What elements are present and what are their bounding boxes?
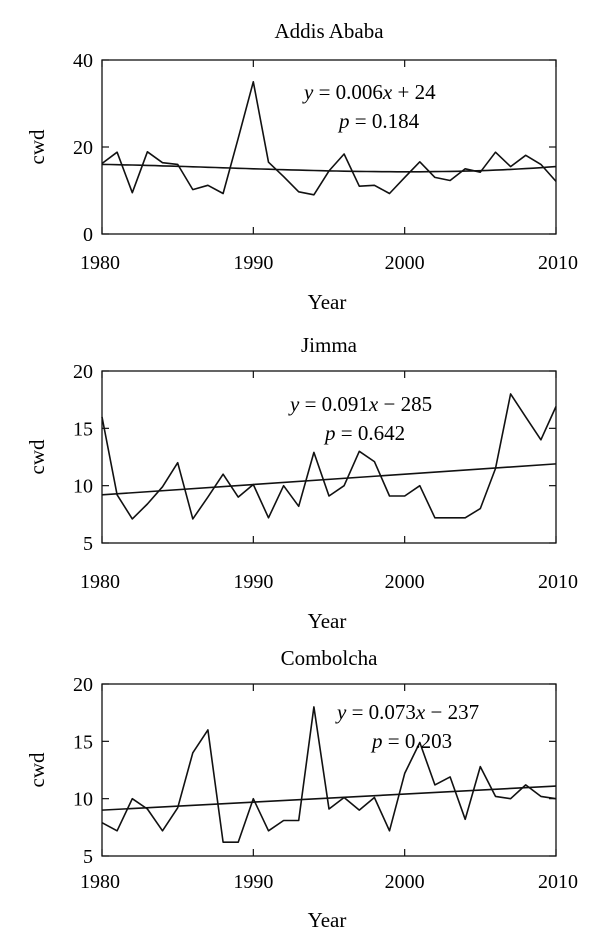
p-value-annotation: p = 0.642 bbox=[323, 421, 405, 445]
x-tick-label: 1980 bbox=[80, 571, 120, 593]
plot-frame bbox=[101, 370, 557, 544]
y-tick-label: 10 bbox=[73, 476, 93, 498]
x-tick-label: 1990 bbox=[233, 871, 273, 893]
y-tick-label: 20 bbox=[73, 361, 93, 383]
jimma-panel: Jimma 1980 1990 2000 2010 5 10 15 20 Year cwd y = 0… bbox=[25, 333, 578, 633]
regression-equation: y = 0.006x + 24 bbox=[302, 80, 436, 104]
x-tick-label: 2000 bbox=[385, 571, 425, 593]
panel-title: Addis Ababa bbox=[274, 19, 384, 43]
addis-ababa-panel: Addis Ababa 1980 1990 2000 2010 0 20 40 Year cwd y… bbox=[25, 19, 578, 314]
x-axis-label: Year bbox=[308, 908, 347, 932]
trend-line bbox=[101, 163, 557, 173]
x-axis-label: Year bbox=[308, 290, 347, 314]
x-axis-label: Year bbox=[308, 609, 347, 633]
y-tick-label: 5 bbox=[83, 846, 93, 868]
x-tick-label: 1980 bbox=[80, 252, 120, 274]
combolcha-panel: Combolcha 1980 1990 2000 2010 5 10 15 20 Year cwd y… bbox=[25, 646, 578, 932]
panel-title: Jimma bbox=[301, 333, 358, 357]
x-tick-label: 1980 bbox=[80, 871, 120, 893]
trend-line bbox=[101, 785, 557, 811]
y-tick-label: 0 bbox=[83, 224, 93, 246]
x-tick-label: 1990 bbox=[233, 571, 273, 593]
y-tick-label: 15 bbox=[73, 418, 93, 440]
cwd-series-line bbox=[101, 706, 557, 844]
x-tick-label: 2010 bbox=[538, 871, 578, 893]
plot-frame bbox=[101, 683, 557, 857]
y-tick-label: 20 bbox=[73, 137, 93, 159]
x-tick-label: 2010 bbox=[538, 571, 578, 593]
x-tick-label: 1990 bbox=[233, 252, 273, 274]
p-value-annotation: p = 0.184 bbox=[337, 109, 420, 133]
regression-equation: y = 0.073x − 237 bbox=[335, 700, 479, 724]
regression-equation: y = 0.091x − 285 bbox=[288, 392, 432, 416]
panel-title: Combolcha bbox=[281, 646, 378, 670]
y-tick-label: 20 bbox=[73, 674, 93, 696]
y-axis-label: cwd bbox=[25, 752, 49, 787]
x-tick-label: 2000 bbox=[385, 252, 425, 274]
x-tick-label: 2010 bbox=[538, 252, 578, 274]
cwd-series-line bbox=[101, 393, 557, 520]
y-axis-label: cwd bbox=[25, 439, 49, 474]
x-tick-label: 2000 bbox=[385, 871, 425, 893]
p-value-annotation: p = 0.203 bbox=[370, 729, 452, 753]
y-tick-label: 5 bbox=[83, 533, 93, 555]
y-tick-label: 10 bbox=[73, 789, 93, 811]
y-axis-label: cwd bbox=[25, 129, 49, 164]
trend-line bbox=[101, 463, 557, 496]
y-tick-label: 40 bbox=[73, 50, 93, 72]
y-tick-label: 15 bbox=[73, 731, 93, 753]
